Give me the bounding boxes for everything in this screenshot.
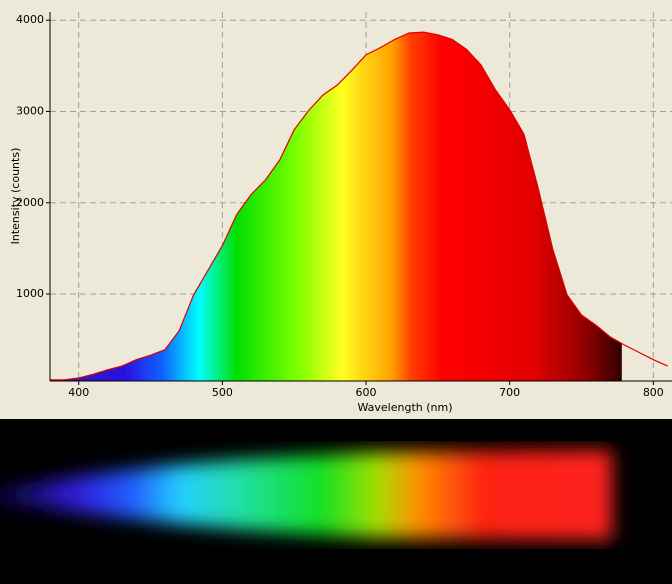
x-tick-label: 500 xyxy=(212,386,233,399)
y-tick-label: 1000 xyxy=(16,287,44,300)
plot xyxy=(50,12,672,381)
spectrum-photo xyxy=(0,419,672,584)
x-axis-title: Wavelength (nm) xyxy=(357,401,452,414)
spectrum-line xyxy=(50,31,668,381)
spectrum-area xyxy=(50,32,668,381)
x-tick-label: 700 xyxy=(499,386,520,399)
x-tick-label: 800 xyxy=(643,386,664,399)
y-tick-label: 2000 xyxy=(16,196,44,209)
y-tick-label: 4000 xyxy=(16,13,44,26)
y-axis-title: Intensity (counts) xyxy=(9,148,22,245)
x-tick-label: 600 xyxy=(356,386,377,399)
y-tick-label: 3000 xyxy=(16,104,44,117)
x-tick-label: 400 xyxy=(68,386,89,399)
spectrum-band xyxy=(0,450,612,540)
